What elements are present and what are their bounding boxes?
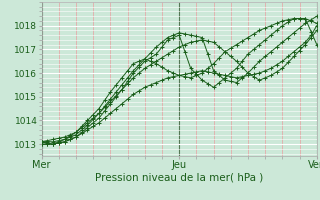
X-axis label: Pression niveau de la mer( hPa ): Pression niveau de la mer( hPa ) (95, 173, 263, 183)
